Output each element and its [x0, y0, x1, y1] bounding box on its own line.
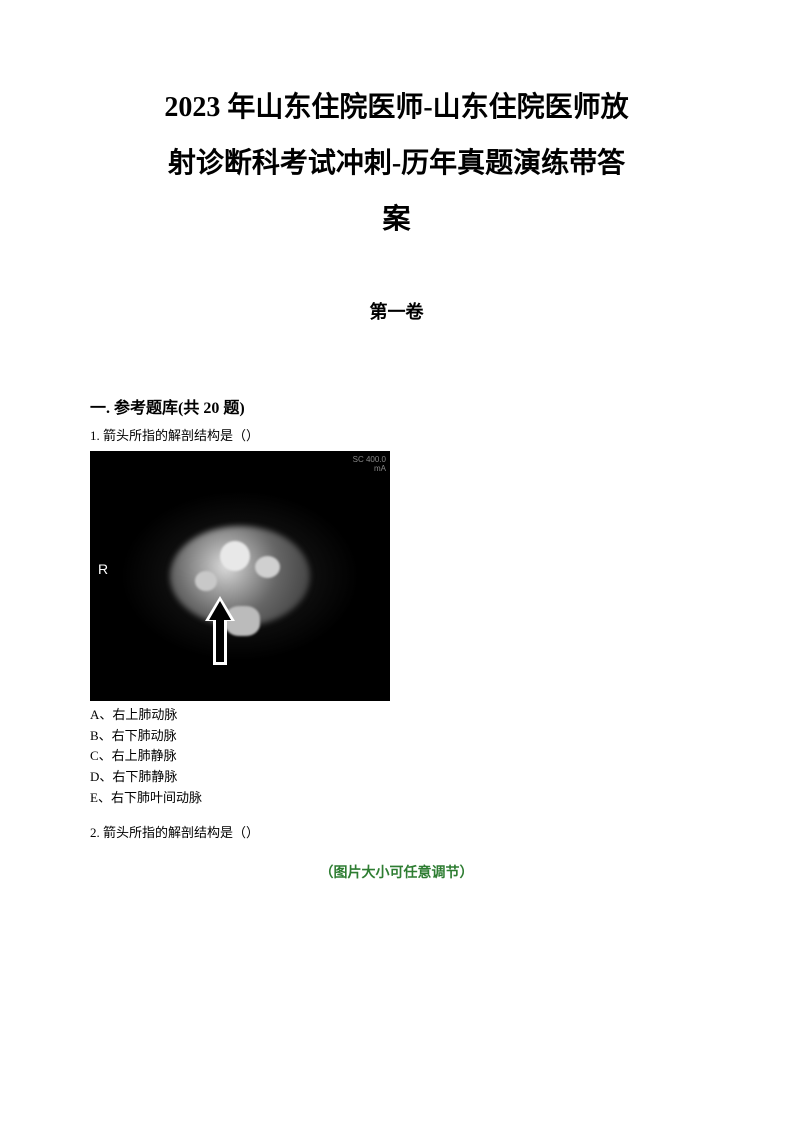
arrow-head-inner — [209, 601, 231, 620]
ct-arrow-indicator — [205, 596, 235, 666]
option-a: A、右上肺动脉 — [90, 705, 703, 726]
question-1-text: 1. 箭头所指的解剖结构是（） — [90, 426, 703, 447]
ct-info-line1: SC 400.0 — [353, 455, 386, 465]
ct-scan-info: SC 400.0 mA — [353, 455, 386, 474]
volume-label: 第一卷 — [90, 298, 703, 324]
section-heading: 一. 参考题库(共 20 题) — [90, 394, 703, 418]
question-1-image-container: SC 400.0 mA R — [90, 451, 703, 701]
title-line-3: 案 — [90, 192, 703, 248]
option-c: C、右上肺静脉 — [90, 746, 703, 767]
ct-info-line2: mA — [353, 464, 386, 474]
title-line-2: 射诊断科考试冲刺-历年真题演练带答 — [90, 136, 703, 192]
option-e: E、右下肺叶间动脉 — [90, 788, 703, 809]
ct-vessel-1 — [220, 541, 250, 571]
footer-note: （图片大小可任意调节） — [90, 862, 703, 882]
ct-scan-image: SC 400.0 mA R — [90, 451, 390, 701]
question-1-options: A、右上肺动脉 B、右下肺动脉 C、右上肺静脉 D、右下肺静脉 E、右下肺叶间动… — [90, 705, 703, 809]
title-line-1: 2023 年山东住院医师-山东住院医师放 — [90, 80, 703, 136]
ct-right-label: R — [98, 561, 108, 577]
question-2-text: 2. 箭头所指的解剖结构是（） — [90, 823, 703, 844]
ct-vessel-2 — [255, 556, 280, 578]
ct-vessel-3 — [195, 571, 217, 591]
document-title: 2023 年山东住院医师-山东住院医师放 射诊断科考试冲刺-历年真题演练带答 案 — [90, 80, 703, 248]
option-d: D、右下肺静脉 — [90, 767, 703, 788]
arrow-stem — [213, 620, 227, 665]
arrow-icon — [205, 596, 235, 666]
option-b: B、右下肺动脉 — [90, 726, 703, 747]
